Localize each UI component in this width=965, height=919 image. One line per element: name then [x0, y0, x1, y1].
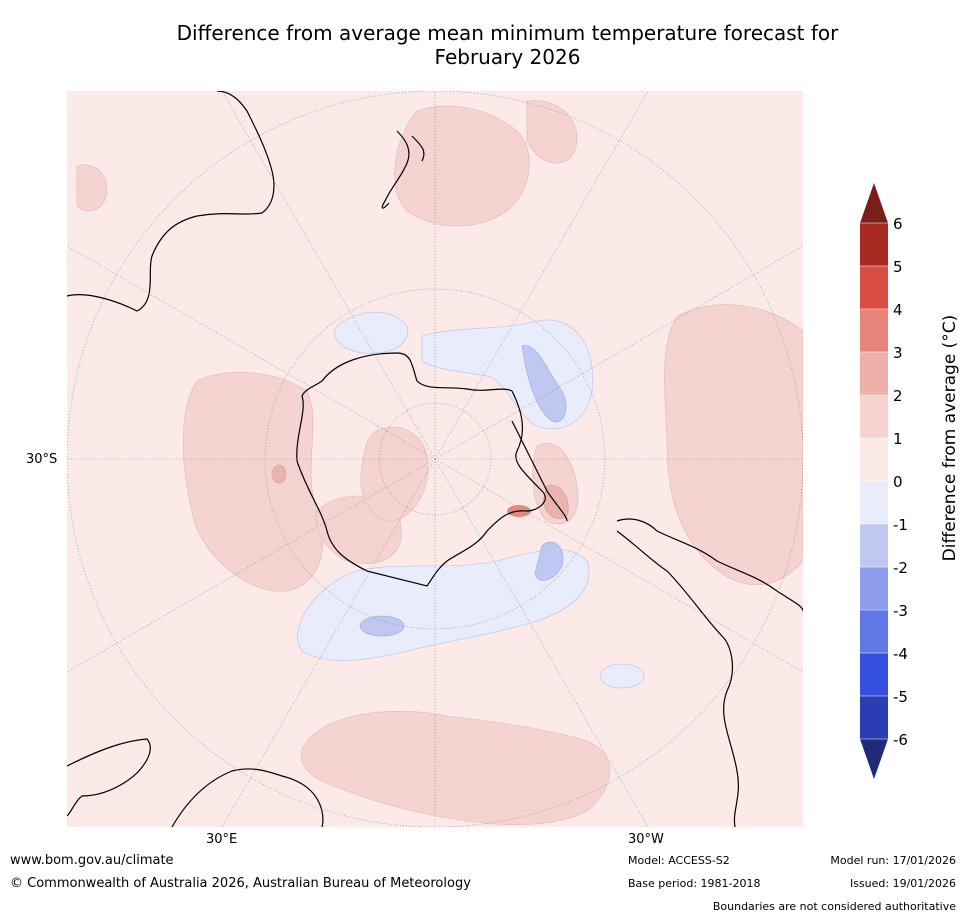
colorbar-segment — [860, 610, 888, 653]
colorbar-tick-label: -6 — [893, 731, 908, 749]
antarctic-peninsula-coastline — [511, 420, 568, 522]
title-line-2: February 2026 — [434, 45, 581, 69]
anomaly-region-ross — [360, 426, 429, 522]
africa-coastline — [67, 738, 324, 827]
footer-copyright: © Commonwealth of Australia 2026, Austra… — [10, 876, 471, 891]
colorbar: 6 5 4 3 2 1 0 -1 -2 -3 -4 -5 -6 Difference from aver… — [860, 183, 960, 779]
anomaly-region-drake — [599, 663, 645, 689]
meridian — [67, 458, 436, 673]
meridian — [221, 91, 436, 460]
colorbar-tick-label: -5 — [893, 688, 908, 706]
colorbar-segments — [860, 223, 888, 739]
colorbar-segment — [860, 653, 888, 696]
colorbar-segment — [860, 395, 888, 438]
anomaly-region-indian-cool-core — [359, 615, 405, 637]
meridian — [434, 91, 649, 460]
title-line-1: Difference from average mean minimum tem… — [176, 21, 839, 45]
anomaly-region-scotia-core — [534, 541, 564, 581]
latitude-circle-60s — [264, 288, 606, 630]
anomaly-region-south-pacific-east — [664, 304, 803, 585]
colorbar-tick-label: 3 — [893, 344, 903, 362]
colorbar-extend-top — [860, 183, 888, 223]
meridian — [434, 458, 649, 827]
lon-label-30e: 30°E — [206, 832, 238, 847]
graticule-latitudes — [67, 91, 803, 827]
colorbar-segment — [860, 266, 888, 309]
colorbar-segment — [860, 696, 888, 739]
meridian — [221, 458, 436, 827]
footer-disclaimer: Boundaries are not considered authoritat… — [712, 900, 956, 913]
australia-coastline — [67, 91, 275, 312]
colorbar-tick-label: 4 — [893, 301, 903, 319]
footer-model-run: Model run: 17/01/2026 — [830, 854, 956, 867]
anomaly-region-south-indian — [300, 711, 610, 825]
meridian — [434, 458, 803, 673]
colorbar-segment — [860, 223, 888, 266]
colorbar-tick-label: -1 — [893, 516, 908, 534]
colorbar-ticks: 6 5 4 3 2 1 0 -1 -2 -3 -4 -5 -6 — [860, 215, 908, 749]
chart-title: Difference from average mean minimum tem… — [60, 21, 955, 69]
anomaly-region-pacific-ne — [526, 100, 578, 164]
latitude-circle-80s — [378, 402, 492, 516]
anomaly-region-amundsen — [334, 311, 408, 354]
colorbar-label: Difference from average (°C) — [940, 315, 960, 562]
colorbar-tick-label: 1 — [893, 430, 903, 448]
lat-label-30s: 30°S — [26, 452, 58, 467]
colorbar-tick-label: -2 — [893, 559, 908, 577]
graticule-meridians — [67, 91, 803, 827]
colorbar-tick-label: 2 — [893, 387, 903, 405]
colorbar-tick-label: -4 — [893, 645, 908, 663]
footer-website: www.bom.gov.au/climate — [10, 853, 174, 868]
footer-base-period: Base period: 1981-2018 — [628, 877, 761, 890]
colorbar-tick-label: 6 — [893, 215, 903, 233]
new-zealand-coastline — [381, 130, 425, 209]
anomaly-region-indian-north — [76, 164, 108, 212]
anomaly-region-africa-south — [182, 372, 324, 592]
colorbar-segment — [860, 524, 888, 567]
south-america-coastline — [616, 518, 803, 827]
anomaly-region-tasman — [394, 105, 530, 227]
meridian — [434, 245, 803, 460]
anomaly-region-bellingshausen-core — [521, 345, 567, 423]
colorbar-segment — [860, 567, 888, 610]
colorbar-segment — [860, 352, 888, 395]
colorbar-segment — [860, 438, 888, 481]
colorbar-segment — [860, 309, 888, 352]
map-panel — [67, 91, 803, 827]
warm-anomaly-regions — [76, 100, 803, 825]
cool-strong-regions — [359, 345, 567, 637]
antarctica-coastline — [296, 352, 546, 587]
meridian — [67, 245, 436, 460]
footer-model: Model: ACCESS-S2 — [628, 854, 730, 867]
lon-label-30w: 30°W — [628, 832, 664, 847]
colorbar-tick-label: 5 — [893, 258, 903, 276]
footer-issued: Issued: 19/01/2026 — [849, 877, 956, 890]
anomaly-region-east-indian-core — [271, 464, 287, 484]
colorbar-extend-bottom — [860, 739, 888, 779]
colorbar-tick-label: 0 — [893, 473, 903, 491]
colorbar-segment — [860, 481, 888, 524]
colorbar-tick-label: -3 — [893, 602, 908, 620]
